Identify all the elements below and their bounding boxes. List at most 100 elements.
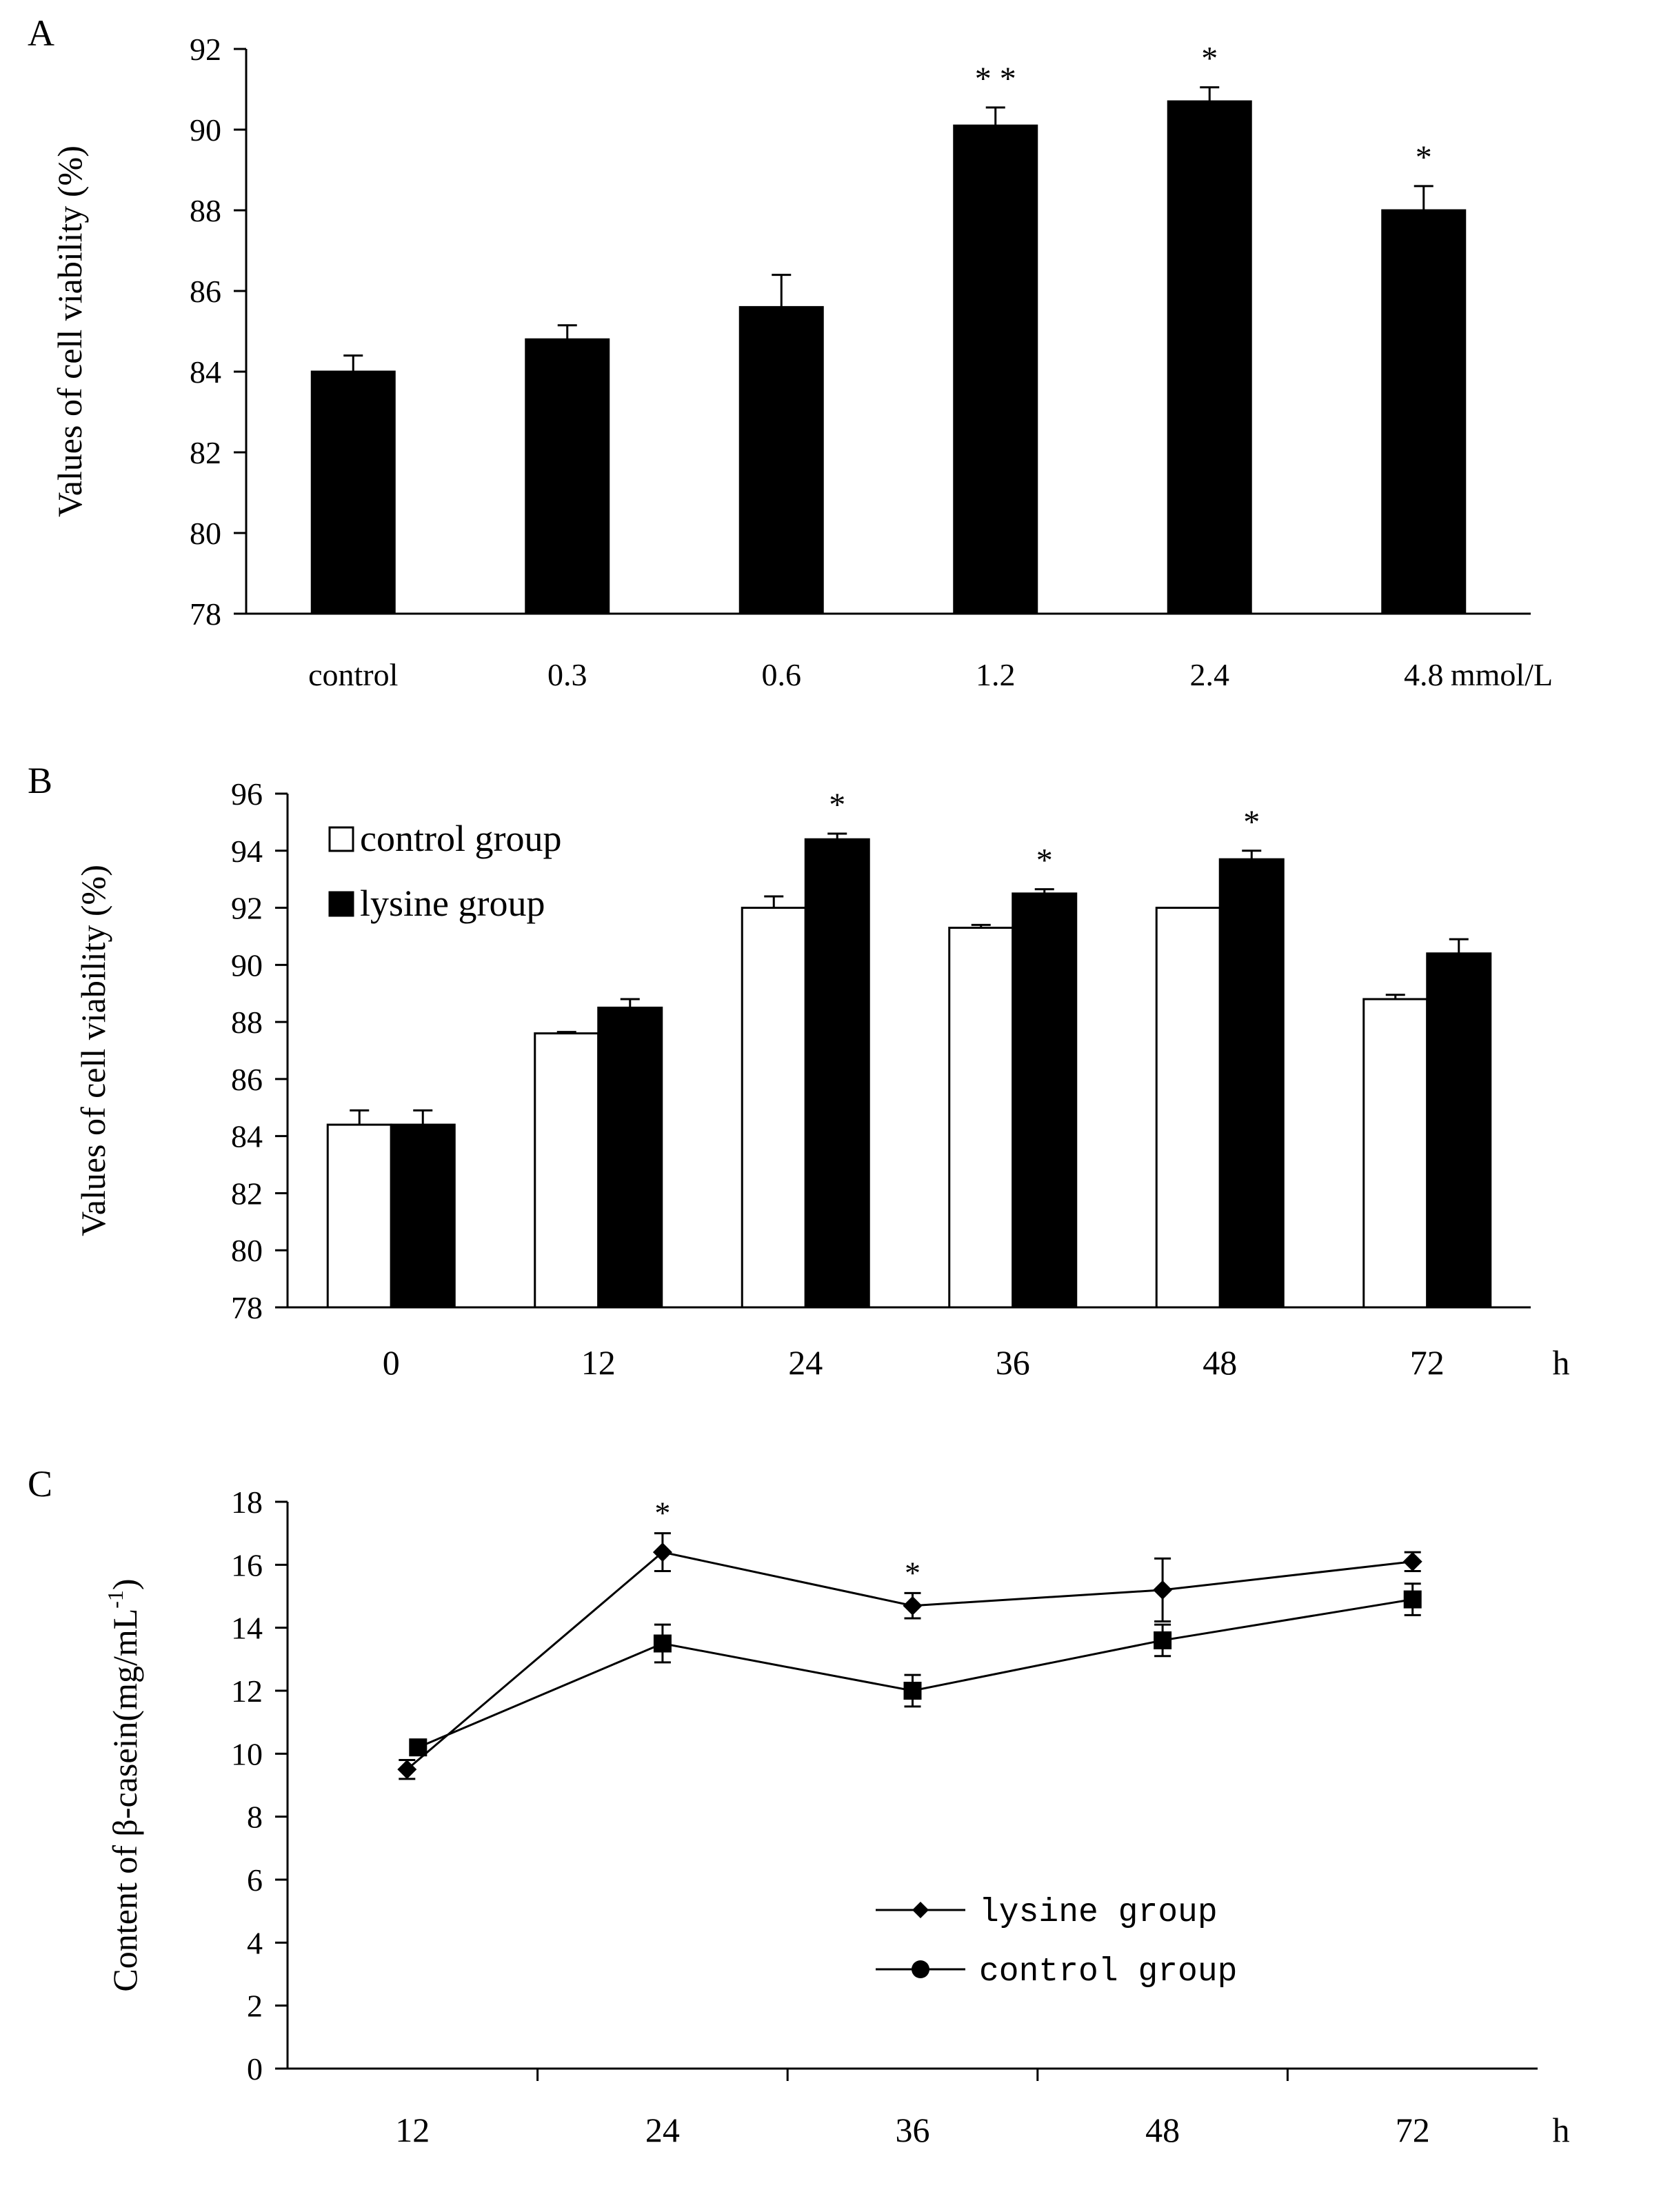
y-axis-label-A: Values of cell viability (%) [50, 145, 89, 517]
y-tick-label-B: 94 [231, 834, 263, 869]
legend-swatch-B [328, 891, 354, 917]
legend-label-B: control group [360, 818, 561, 859]
y-tick-label-B: 88 [231, 1005, 263, 1040]
significance-mark-C: * [905, 1555, 920, 1590]
bar-B-lysine-group [804, 838, 870, 1309]
significance-mark-B: * [1036, 843, 1053, 879]
x-tick-label-C: 72 [1396, 2111, 1430, 2149]
x-tick-label-A: 0.6 [762, 657, 802, 692]
bar-B-control-group [948, 927, 1014, 1309]
significance-mark-B: * [1243, 804, 1260, 841]
legend-marker-diamond [912, 1902, 929, 1918]
x-tick-label-A: 0.3 [547, 657, 587, 692]
bar-B-control-group [741, 907, 807, 1309]
x-tick-label-C: 36 [896, 2111, 930, 2149]
bar-B-lysine-group [1218, 858, 1285, 1309]
x-tick-label-C: 12 [395, 2111, 430, 2149]
data-point-square [1403, 1590, 1422, 1609]
bar-B-lysine-group [1012, 892, 1078, 1309]
y-tick-label-A: 84 [190, 354, 221, 390]
x-tick-label-B: 36 [996, 1343, 1030, 1382]
y-tick-label-B: 82 [231, 1176, 263, 1211]
x-tick-label-A: control [308, 657, 398, 692]
bar-B-control-group [1362, 998, 1429, 1309]
legend-label-C: control group [979, 1953, 1237, 1991]
y-tick-label-C: 6 [247, 1862, 263, 1898]
bar-B-lysine-group [390, 1123, 456, 1309]
y-tick-label-A: 86 [190, 274, 221, 309]
panel-label-B: B [28, 760, 52, 801]
data-point-square [409, 1738, 427, 1757]
significance-mark-C: * [654, 1496, 670, 1531]
x-tick-label-A: 1.2 [976, 657, 1016, 692]
y-tick-label-A: 88 [190, 193, 221, 228]
bar-A-cell-viability [1381, 209, 1467, 615]
y-axis-label-B: Values of cell viability (%) [74, 865, 112, 1236]
y-axis-label-sup: -1 [103, 1590, 128, 1609]
x-tick-label-B: 0 [383, 1343, 400, 1382]
data-point-diamond [397, 1760, 417, 1780]
x-unit-label-B: h [1553, 1343, 1570, 1382]
data-point-square [1154, 1631, 1172, 1649]
x-tick-label-B: 48 [1203, 1343, 1237, 1382]
x-unit-label-A: mmol/L [1451, 657, 1553, 692]
y-tick-label-B: 80 [231, 1233, 263, 1268]
y-tick-label-C: 16 [231, 1547, 263, 1582]
y-tick-label-A: 90 [190, 112, 221, 148]
x-unit-label-C: h [1553, 2111, 1570, 2149]
y-tick-label-A: 78 [190, 596, 221, 632]
y-tick-label-B: 84 [231, 1119, 263, 1154]
bar-A-cell-viability [310, 370, 396, 615]
bar-A-cell-viability [1167, 100, 1252, 615]
significance-mark-A: * [1416, 139, 1432, 176]
legend-label-C: lysine group [979, 1894, 1218, 1931]
y-tick-label-C: 14 [231, 1611, 263, 1646]
data-point-diamond [903, 1596, 923, 1616]
y-tick-label-C: 18 [231, 1485, 263, 1520]
data-point-square [903, 1682, 922, 1700]
data-point-diamond [1153, 1580, 1173, 1600]
y-tick-label-C: 8 [247, 1800, 263, 1835]
y-tick-label-C: 0 [247, 2051, 263, 2087]
series-line-control-group [417, 1598, 1413, 1749]
bar-A-cell-viability [525, 338, 610, 615]
data-point-diamond [652, 1542, 672, 1562]
legend-swatch-B [328, 826, 354, 852]
bar-B-control-group [326, 1123, 392, 1309]
x-tick-label-A: 4.8 [1404, 657, 1444, 692]
significance-mark-B: * [829, 787, 845, 823]
y-tick-label-B: 92 [231, 891, 263, 926]
y-tick-label-B: 90 [231, 947, 263, 983]
y-axis-label-close: ) [105, 1578, 144, 1590]
bar-B-control-group [1155, 907, 1221, 1309]
y-tick-label-C: 4 [247, 1925, 263, 1960]
x-tick-label-B: 72 [1410, 1343, 1445, 1382]
bar-B-lysine-group [597, 1006, 663, 1309]
legend-label-B: lysine group [360, 883, 545, 924]
panel-label-C: C [28, 1463, 52, 1505]
significance-mark-A: * [1201, 41, 1218, 77]
bar-B-lysine-group [1426, 952, 1492, 1309]
y-axis-label-text: Content of β-casein(mg/mL [105, 1609, 144, 1992]
significance-mark-A: * * [975, 61, 1016, 97]
y-axis-label-C: Content of β-casein(mg/mL-1) [103, 1578, 144, 1991]
x-tick-label-B: 24 [788, 1343, 823, 1382]
y-tick-label-A: 80 [190, 516, 221, 551]
y-tick-label-C: 10 [231, 1736, 263, 1771]
y-tick-label-A: 82 [190, 435, 221, 470]
x-tick-label-B: 12 [581, 1343, 616, 1382]
panel-label-A: A [28, 12, 54, 54]
x-tick-label-C: 48 [1145, 2111, 1180, 2149]
y-tick-label-C: 12 [231, 1673, 263, 1709]
y-tick-label-B: 86 [231, 1062, 263, 1097]
bar-A-cell-viability [953, 124, 1038, 615]
x-tick-label-A: 2.4 [1190, 657, 1230, 692]
bar-A-cell-viability [738, 305, 824, 615]
y-tick-label-A: 92 [190, 32, 221, 67]
legend-marker-circle [912, 1960, 929, 1978]
bar-B-control-group [534, 1032, 600, 1309]
data-point-diamond [1402, 1551, 1422, 1571]
y-tick-label-C: 2 [247, 1989, 263, 2024]
data-point-square [653, 1634, 672, 1653]
